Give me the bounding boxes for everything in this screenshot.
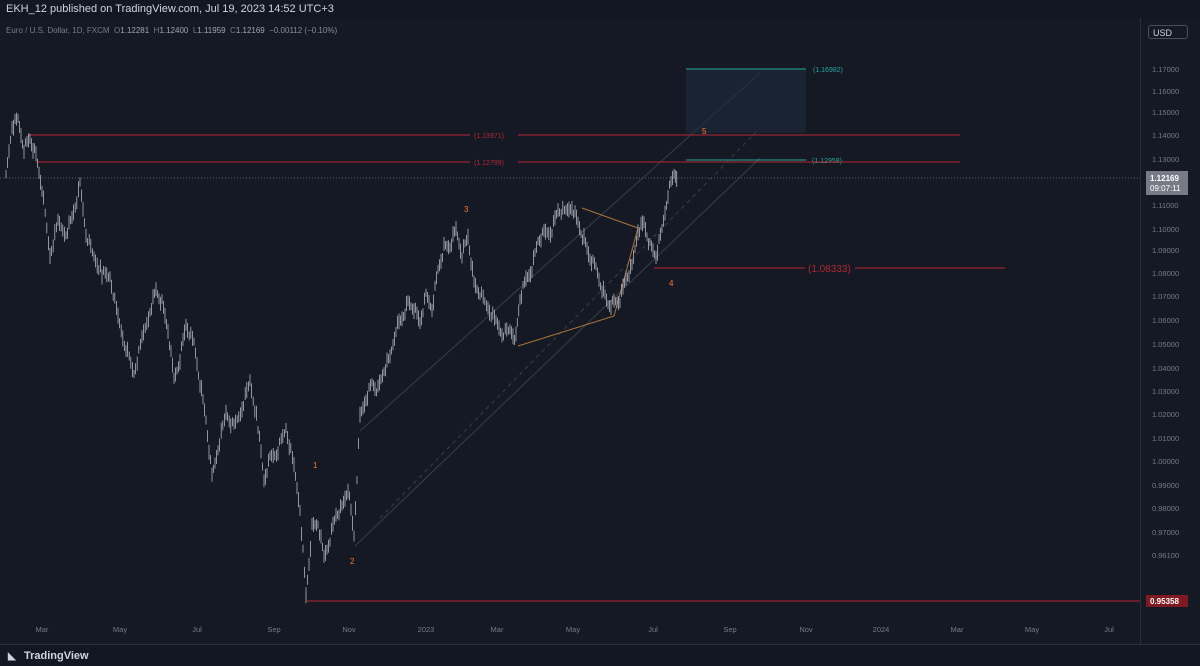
price-tick-label: 1.03000	[1152, 387, 1179, 396]
price-tick-label: 0.97000	[1152, 528, 1179, 537]
chart-canvas[interactable]: (1.16982) (1.12958) (1.13971) (1.12799) …	[0, 18, 1140, 644]
tradingview-logo[interactable]: ◣ TradingView	[8, 648, 89, 665]
wave-label-2: 2	[350, 557, 355, 566]
low-label: L	[192, 26, 198, 35]
price-axis[interactable]: 1.17000 1.16000 1.15000 1.14000 1.13000 1.110…	[1140, 18, 1200, 644]
price-tick-label: 1.07000	[1152, 292, 1179, 301]
time-tick-label: May	[1025, 625, 1039, 634]
time-tick-label: 2024	[873, 625, 890, 634]
high-value: 1.12400	[159, 26, 189, 35]
time-tick-label: Mar	[951, 625, 964, 634]
time-tick-label: Nov	[799, 625, 813, 634]
price-tick-label: 1.00000	[1152, 457, 1179, 466]
brand-text: TradingView	[24, 650, 89, 662]
last-price-badge	[1146, 171, 1188, 195]
wave-label-1: 1	[313, 461, 318, 470]
high-label: H	[153, 26, 160, 35]
time-tick-label: Jul	[192, 625, 202, 634]
low-price-badge	[1146, 595, 1188, 607]
time-tick-label: May	[566, 625, 580, 634]
wave-label-3: 3	[464, 205, 469, 214]
open-value: 1.12281	[120, 26, 150, 35]
target-zone[interactable]	[686, 69, 806, 133]
close-value: 1.12169	[235, 26, 265, 35]
price-tick-label: 1.10000	[1152, 225, 1179, 234]
price-tick-label: 1.16000	[1152, 87, 1179, 96]
low-price-value: 0.95358	[1150, 597, 1179, 606]
change-value: −0.00112 (−0.10%)	[269, 26, 338, 35]
bar-countdown: 09:07:11	[1150, 184, 1181, 193]
symbol-name: Euro / U.S. Dollar, 1D, FXCM	[6, 26, 110, 35]
price-tick-label: 0.96100	[1152, 551, 1179, 560]
time-tick-label: Mar	[491, 625, 504, 634]
candles	[5, 112, 678, 604]
level-top-label: (1.13971)	[474, 133, 504, 140]
time-tick-label: Jul	[1104, 625, 1114, 634]
price-tick-label: 1.17000	[1152, 65, 1179, 74]
footer-bar: ◣ TradingView	[0, 644, 1200, 666]
triangle-pattern[interactable]	[517, 207, 639, 347]
time-axis[interactable]: Mar May Jul Sep Nov 2023 Mar May Jul Sep Nov 2024 Ma…	[36, 625, 1115, 634]
price-tick-label: 1.06000	[1152, 316, 1179, 325]
price-tick-label: 1.02000	[1152, 410, 1179, 419]
last-price-value: 1.12169	[1150, 174, 1179, 183]
time-tick-label: Sep	[267, 625, 280, 634]
price-tick-label: 1.01000	[1152, 434, 1179, 443]
publisher-bar: EKH_12 published on TradingView.com, Jul…	[0, 0, 1200, 18]
price-tick-label: 1.05000	[1152, 340, 1179, 349]
chart-pane[interactable]: (1.16982) (1.12958) (1.13971) (1.12799) …	[0, 18, 1140, 644]
currency-button[interactable]: USD	[1148, 25, 1188, 39]
time-tick-label: Mar	[36, 625, 49, 634]
price-tick-label: 1.08000	[1152, 269, 1179, 278]
time-tick-label: May	[113, 625, 127, 634]
price-axis-canvas[interactable]: 1.17000 1.16000 1.15000 1.14000 1.13000 1.110…	[1141, 18, 1200, 644]
channel-median-line[interactable]	[379, 127, 761, 519]
price-tick-label: 1.13000	[1152, 155, 1179, 164]
wave-label-5: 5	[702, 127, 707, 136]
time-tick-label: Nov	[342, 625, 356, 634]
level-mid-label: (1.12799)	[474, 160, 504, 167]
time-tick-label: Sep	[723, 625, 736, 634]
price-tick-label: 1.09000	[1152, 246, 1179, 255]
close-label: C	[230, 26, 236, 35]
channel-lower-line[interactable]	[354, 157, 761, 547]
tradingview-icon: ◣	[8, 651, 16, 662]
publisher-text: EKH_12 published on TradingView.com, Jul…	[6, 3, 334, 15]
low-value: 1.11959	[197, 26, 226, 35]
price-tick-label: 1.11000	[1152, 201, 1179, 210]
price-tick-label: 1.04000	[1152, 364, 1179, 373]
price-tick-label: 0.99000	[1152, 481, 1179, 490]
time-tick-label: 2023	[418, 625, 435, 634]
wave-label-4: 4	[669, 279, 674, 288]
price-tick-label: 0.98000	[1152, 504, 1179, 513]
time-tick-label: Jul	[648, 625, 658, 634]
open-label: O	[114, 26, 121, 35]
price-tick-label: 1.14000	[1152, 131, 1179, 140]
support-label: (1.08333)	[808, 264, 851, 275]
price-tick-label: 1.15000	[1152, 108, 1179, 117]
target-top-label: (1.16982)	[813, 67, 843, 74]
symbol-legend[interactable]: Euro / U.S. Dollar, 1D, FXCM O1.12281 H1…	[6, 26, 337, 35]
